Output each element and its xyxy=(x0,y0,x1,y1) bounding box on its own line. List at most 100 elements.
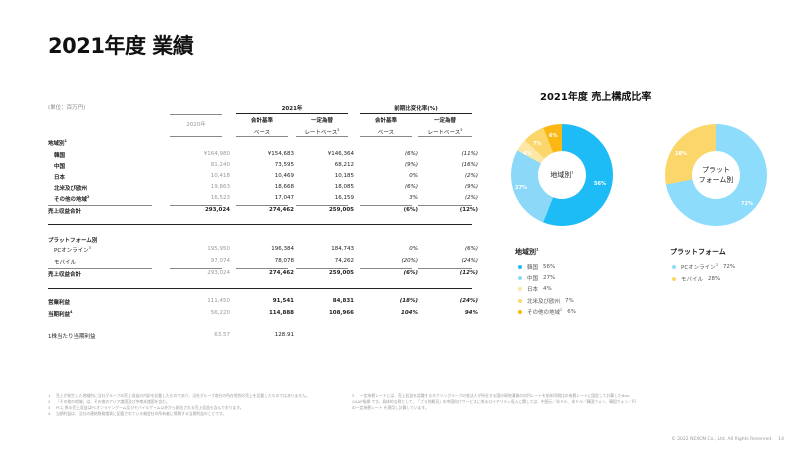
legend-value: 7% xyxy=(565,298,574,304)
cell: (2%) xyxy=(464,195,478,201)
col-2021-fx-text: レートベース xyxy=(304,130,338,136)
cell: 0% xyxy=(409,246,418,252)
page-number: 14 xyxy=(778,437,784,442)
footnote-text: 当期利益は、当社の連結財務諸表に記載されている親会社の所有者に帰属する当期利益の… xyxy=(56,411,227,417)
divider xyxy=(296,136,348,138)
segment-label: 56% xyxy=(594,181,606,187)
row-label: 売上収益合計 xyxy=(48,272,82,278)
cell: (2%) xyxy=(464,173,478,179)
legend-dot-icon xyxy=(518,310,522,314)
cell: ¥164,980 xyxy=(203,151,230,157)
cell: (9%) xyxy=(464,184,478,190)
copyright: © 2022 NEXON Co., Ltd. All Rights Reserv… xyxy=(671,437,784,442)
cell: 274,462 xyxy=(268,270,294,276)
row-label: モバイル xyxy=(54,260,77,266)
footnote-ref: 1 xyxy=(64,139,67,144)
cell: 18,668 xyxy=(274,184,294,190)
legend-value: 6% xyxy=(567,309,576,315)
footnote: 4 当期利益は、当社の連結財務諸表に記載されている親会社の所有者に帰属する当期利益… xyxy=(48,411,318,417)
cell: (20%) xyxy=(401,258,418,264)
cell: (6%) xyxy=(464,246,478,252)
cell: 16,523 xyxy=(210,195,230,201)
cell: 259,005 xyxy=(328,207,354,213)
cell: (6%) xyxy=(403,207,418,213)
footnote-ref: 2 xyxy=(560,308,563,313)
cell: 259,005 xyxy=(328,270,354,276)
row-label: 韓国 xyxy=(54,153,66,159)
cell: (6%) xyxy=(404,151,418,157)
platform-donut-center: プラット フォーム別 xyxy=(692,151,740,199)
cell: 18,085 xyxy=(334,184,354,190)
legend-value: 28% xyxy=(708,276,721,282)
platform-donut-chart: プラット フォーム別 72% 28% xyxy=(665,124,767,226)
cell: 293,024 xyxy=(204,207,230,213)
cell: 78,078 xyxy=(274,258,294,264)
divider xyxy=(170,136,222,138)
legend-item: PCオンライン3 72% xyxy=(672,263,735,271)
center-label-1: プラット xyxy=(701,165,730,174)
cell: 114,888 xyxy=(268,310,294,316)
divider xyxy=(48,224,472,226)
divider xyxy=(418,136,472,138)
col-change-accounting: 会計基準 xyxy=(374,118,397,124)
legend-item: 北米及び欧州 7% xyxy=(518,297,574,305)
cell: 56,220 xyxy=(210,310,230,316)
row-label: PCオンライン3 xyxy=(54,246,91,254)
legend-label: その他の地域 xyxy=(527,310,561,316)
cell: 68,212 xyxy=(334,162,354,168)
cell: (11%) xyxy=(461,151,478,157)
cell: 16,159 xyxy=(334,195,354,201)
footnote-ref: 1 xyxy=(571,170,574,175)
cell: (6%) xyxy=(403,270,418,276)
cell: 195,950 xyxy=(207,246,230,252)
table-row-eps: 1株当たり当期利益 63.57 128.91 xyxy=(48,332,478,343)
row-label: 北米及び欧州 xyxy=(54,186,88,192)
row-label-text: その他の地域 xyxy=(54,197,88,203)
segment-label: 28% xyxy=(675,151,687,157)
cell: (9%) xyxy=(404,162,418,168)
legend-label: 北米及び欧州 xyxy=(527,299,561,305)
cell: ¥154,683 xyxy=(267,151,294,157)
col-change-fx-text: レートベース xyxy=(427,130,461,136)
divider xyxy=(48,288,472,290)
table-row-total: 売上収益合計 293,024 274,462 259,005 (6%) (12%… xyxy=(48,270,478,281)
cell: ¥146,364 xyxy=(327,151,354,157)
footnote-text: PCに係る売上収益はPCオンラインゲーム及びモバイルゲーム以外から創出される売上… xyxy=(56,405,244,411)
table-row: 北米及び欧州 19,863 18,668 18,085 (6%) (9%) xyxy=(48,184,478,195)
cell: 10,469 xyxy=(274,173,294,179)
footnote-number: 1 xyxy=(48,393,51,398)
col-change-accounting-2: ベース xyxy=(377,130,395,136)
footnote-number: 4 xyxy=(48,411,51,417)
region-donut-chart: 地域別1 56% 27% 4% 7% 6% xyxy=(511,124,613,226)
cell: 10,185 xyxy=(334,173,354,179)
cell: 111,450 xyxy=(207,298,230,304)
col-2021-fx-2: レートベース5 xyxy=(296,128,348,136)
legend-dot-icon xyxy=(672,277,676,281)
footnotes-left: 1 売上が発生した地域別に当社グループの売上収益の内訳を記載したものであり、当社グ… xyxy=(48,393,318,417)
cell: 108,966 xyxy=(328,310,354,316)
legend-item: 韓国 56% xyxy=(518,263,555,271)
cell: 91,541 xyxy=(272,298,294,304)
row-label: 1株当たり当期利益 xyxy=(48,334,96,340)
footnote-text: 一定為替レートには、売上収益を認識するネクソングループの各法人が所在する国の現地… xyxy=(352,393,636,411)
center-label: 地域別 xyxy=(550,170,572,179)
region-donut-center: 地域別1 xyxy=(538,151,586,199)
legend-value: 56% xyxy=(543,264,556,270)
legend-item: モバイル 28% xyxy=(672,275,720,283)
legend-dot-icon xyxy=(518,265,522,269)
table-row: 韓国 ¥164,980 ¥154,683 ¥146,364 (6%) (11%) xyxy=(48,151,478,162)
divider xyxy=(170,114,222,116)
cell: 3% xyxy=(409,195,418,201)
table-row: その他の地域2 16,523 17,047 16,159 3% (2%) xyxy=(48,195,478,206)
group-change: 前期比変化率(%) xyxy=(394,106,438,112)
table-row-total: 売上収益合計 293,024 274,462 259,005 (6%) (12%… xyxy=(48,207,478,218)
footnote-ref: 5 xyxy=(337,128,340,133)
cell: 19,863 xyxy=(210,184,230,190)
cell: 293,024 xyxy=(207,270,230,276)
footnote: 3 PCに係る売上収益はPCオンラインゲーム及びモバイルゲーム以外から創出される売… xyxy=(48,405,318,411)
section-region: 地域別1 xyxy=(48,139,67,147)
row-label: 営業利益 xyxy=(48,300,71,306)
divider xyxy=(48,268,152,270)
legend-label: 韓国 xyxy=(527,265,539,271)
footnote-text: 「その他の地域」は、その他のアジア諸国及び中南米諸国を含む。 xyxy=(56,399,170,405)
